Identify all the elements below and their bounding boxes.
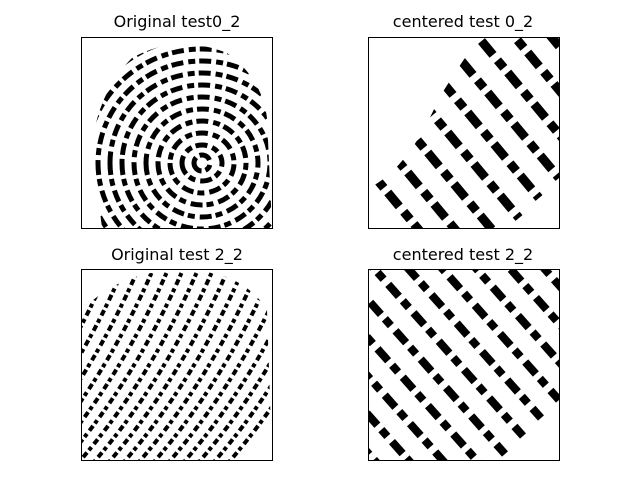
panel-title-original-test0: Original test0_2 [113, 12, 241, 31]
panel-title-original-test2: Original test 2_2 [111, 245, 243, 264]
fingerprint-image-centered-test2 [368, 269, 560, 461]
fingerprint-image-centered-test0 [368, 37, 560, 229]
fingerprint-image-original-test0 [81, 37, 273, 229]
panel-title-centered-test2: centered test 2_2 [392, 245, 534, 264]
panel-title-centered-test0: centered test 0_2 [392, 12, 534, 31]
fingerprint-image-original-test2 [81, 269, 273, 461]
